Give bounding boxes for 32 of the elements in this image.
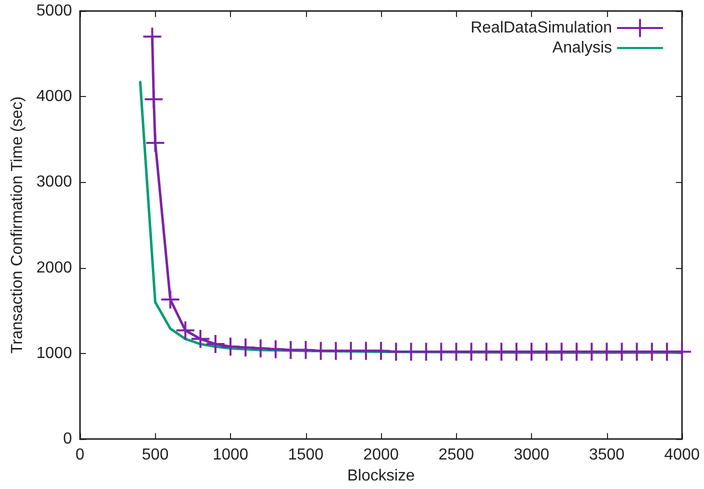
point	[175, 320, 196, 340]
y-tick-label: 3000	[36, 174, 72, 191]
x-tick-label: 0	[76, 446, 85, 464]
x-tick-label: 1000	[212, 446, 248, 464]
point	[142, 26, 162, 47]
y-tick-label: 2000	[36, 259, 72, 276]
point	[220, 336, 240, 357]
point	[160, 290, 180, 310]
x-tick-label: 1500	[288, 446, 324, 464]
point	[250, 338, 271, 358]
x-tick-label: 500	[142, 446, 169, 464]
point	[371, 340, 391, 361]
y-tick-label: 5000	[36, 2, 72, 20]
x-axis-title: Blocksize	[347, 468, 415, 484]
y-tick-label: 1000	[36, 344, 72, 362]
y-tick-label: 0	[63, 430, 72, 448]
y-tick-label: 4000	[36, 88, 72, 106]
point	[205, 334, 226, 354]
x-tick-label: 2500	[438, 446, 474, 464]
point	[144, 89, 164, 110]
point	[236, 337, 256, 358]
point	[266, 339, 286, 360]
x-tick-label: 3500	[588, 446, 625, 464]
legend-label: Analysis	[552, 40, 612, 56]
x-tick-label: 2000	[363, 446, 399, 464]
point	[145, 132, 166, 153]
x-tick-label: 4000	[664, 446, 700, 464]
legend-label: RealDataSimulation	[470, 20, 612, 36]
point	[672, 342, 692, 362]
x-tick-label: 3000	[514, 446, 550, 464]
y-axis-title: Transaction Confirmation Time (sec)	[9, 96, 26, 354]
point	[190, 328, 210, 349]
